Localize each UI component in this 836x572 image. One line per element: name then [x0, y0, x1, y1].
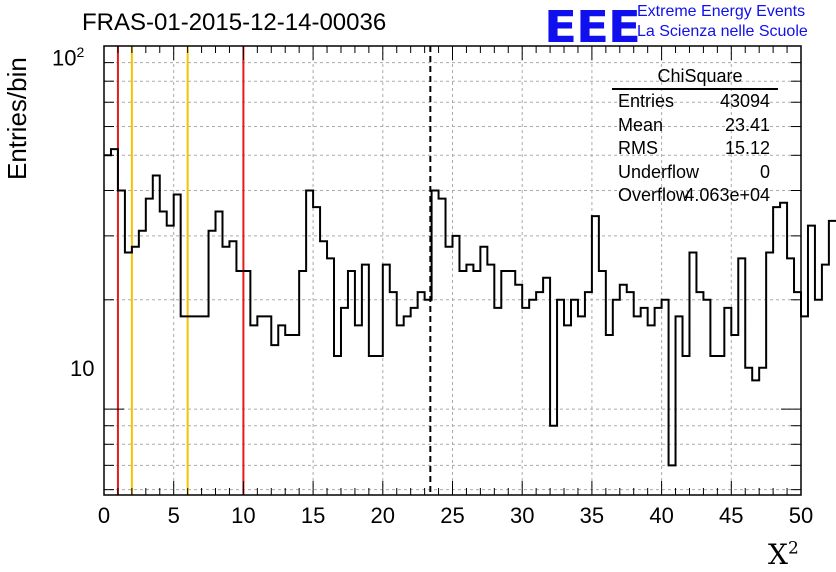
stats-row-overflow: Overflow 4.063e+04 — [612, 185, 778, 209]
stats-value: 43094 — [719, 91, 770, 111]
stats-label: RMS — [618, 138, 658, 158]
x-axis-label: X2 — [768, 538, 799, 571]
stats-box: ChiSquare Entries 43094 Mean 23.41 RMS 1… — [612, 66, 778, 209]
x-tick-label: 30 — [510, 503, 534, 528]
stats-value: 15.12 — [724, 138, 770, 158]
y-tick-base: 10 — [70, 356, 95, 381]
x-tick-label: 25 — [440, 503, 464, 528]
x-tick-label: 5 — [168, 503, 180, 528]
histogram-line — [104, 148, 836, 467]
stats-value: 4.063e+04 — [684, 185, 770, 205]
stats-label: Mean — [618, 114, 664, 135]
histogram-series — [104, 148, 836, 467]
x-tick-label: 35 — [580, 503, 604, 528]
x-tick-label: 15 — [301, 503, 325, 528]
eee-logo: EEE — [544, 2, 641, 53]
stats-value: 0 — [759, 161, 770, 182]
x-axis-label-sup: 2 — [787, 538, 799, 559]
stats-label: Overflow — [618, 185, 690, 205]
y-tick-label-100: 102 — [52, 44, 84, 71]
plot-frame — [103, 45, 802, 496]
stats-row-rms: RMS 15.12 — [612, 138, 778, 162]
x-tick-labels: 0 5 10 15 20 25 30 35 40 45 50 — [98, 503, 813, 528]
x-tick-label: 45 — [719, 503, 743, 528]
logo-line-2: La Scienza nelle Scuole — [637, 23, 808, 40]
stats-value: 23.41 — [724, 114, 770, 135]
stats-row-underflow: Underflow 0 — [612, 162, 778, 186]
x-tick-label: 20 — [371, 503, 395, 528]
y-tick-label-10: 10 — [70, 356, 94, 382]
x-axis-label-base: X — [768, 538, 788, 571]
chart-title: FRAS-01-2015-12-14-00036 — [82, 9, 387, 36]
stats-title: ChiSquare — [657, 66, 743, 86]
x-tick-label: 10 — [231, 503, 255, 528]
stats-label: Entries — [618, 91, 675, 111]
y-tick-base: 10 — [52, 45, 77, 71]
stats-row-mean: Mean 23.41 — [612, 115, 778, 139]
logo-line-1: Extreme Energy Events — [637, 3, 806, 20]
x-tick-label: 40 — [649, 503, 673, 528]
stats-label: Underflow — [618, 161, 700, 182]
x-tick-label: 0 — [98, 503, 110, 528]
y-tick-sup: 2 — [76, 44, 85, 60]
x-tick-label: 50 — [789, 503, 813, 528]
stats-divider — [612, 88, 778, 90]
y-axis-label: Entries/bin — [2, 57, 32, 180]
stats-row-entries: Entries 43094 — [612, 91, 778, 115]
